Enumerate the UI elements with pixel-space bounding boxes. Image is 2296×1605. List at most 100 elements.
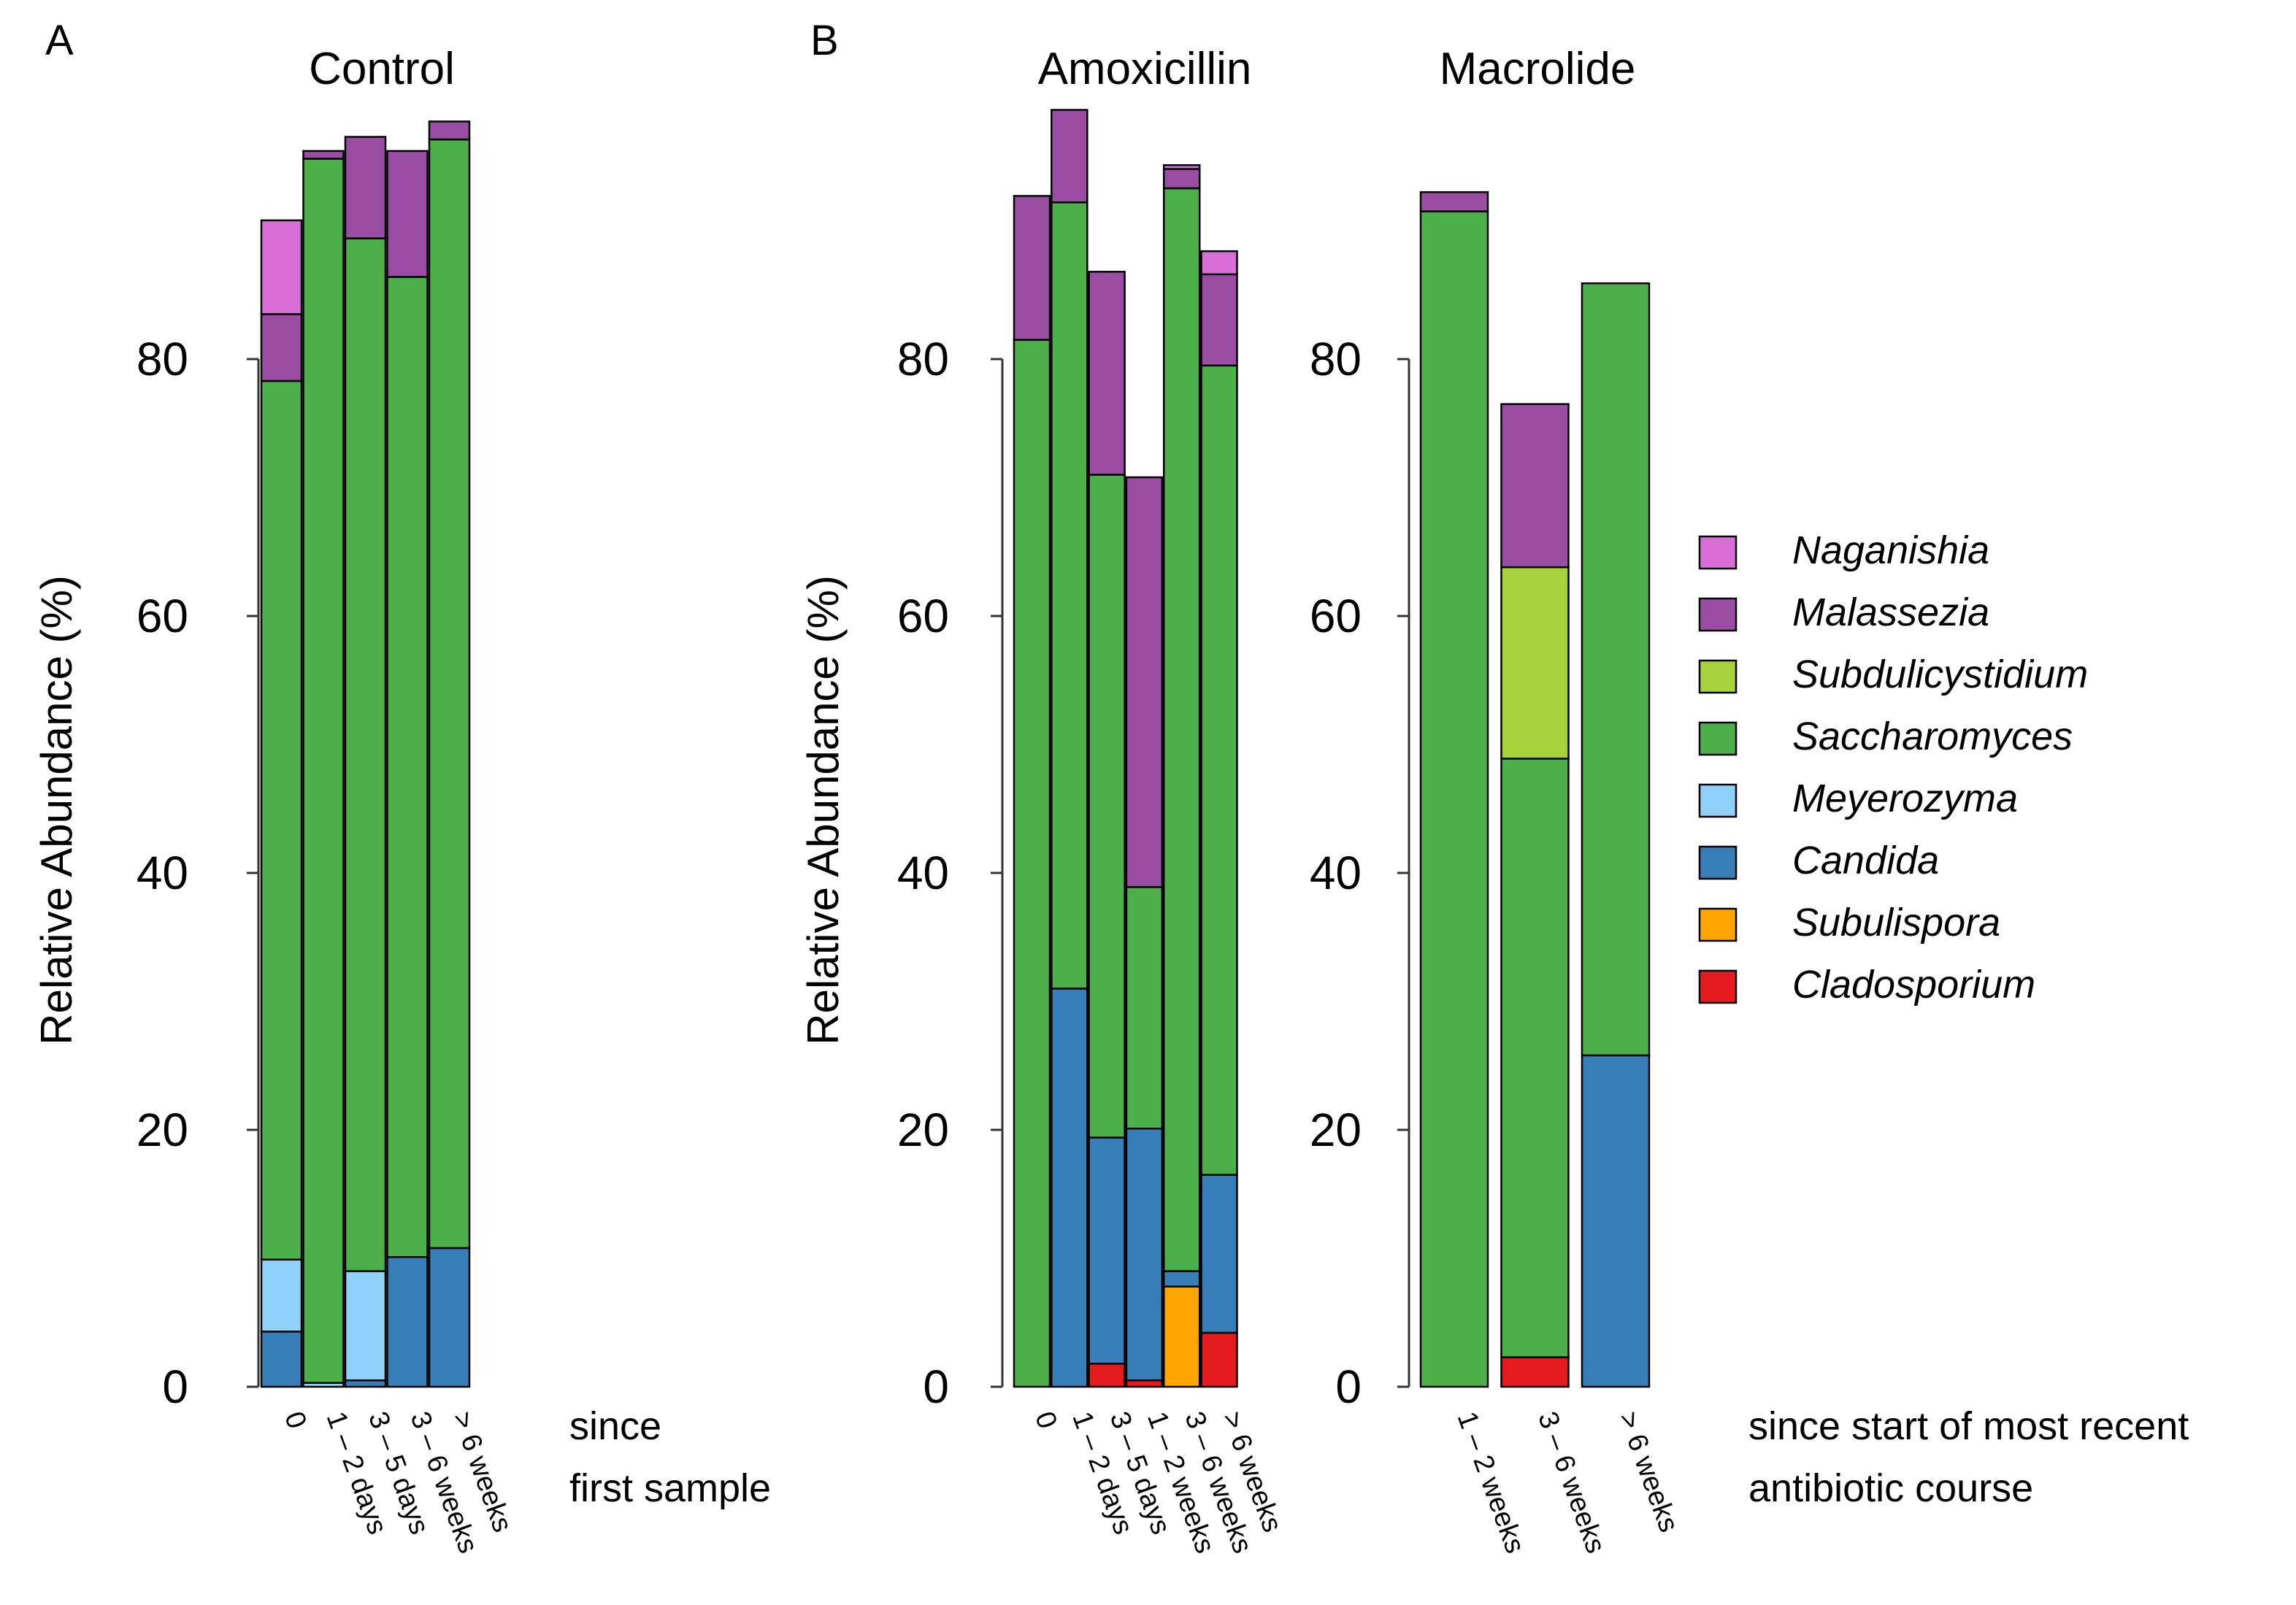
legend-swatch-saccharomyces [1698,721,1738,756]
bar-segment-saccharomyces [1419,210,1489,1388]
y-tick-label: 60 [1310,590,1362,642]
bar-segment-saccharomyces [1013,339,1051,1388]
bar-segment-candida [1200,1174,1238,1334]
panel-letter-b: B [810,17,839,64]
bar-segment-malassezia [1051,109,1089,204]
y-tick-label: 20 [897,1104,949,1156]
y-tick-label: 80 [1310,333,1362,385]
bar-segment-malassezia [1419,190,1489,212]
bar-segment-candida [260,1331,303,1388]
bar-segment-saccharomyces [386,276,429,1258]
bar-segment-cladosporium [1500,1356,1570,1388]
control-note-line1: since [569,1404,661,1448]
legend-label-cladosporium: Cladosporium [1792,963,2035,1007]
y-tick-label: 40 [137,847,188,899]
bar-segment-naganishia [260,219,303,315]
legend-label-malassezia: Malassezia [1792,590,1989,634]
bar-segment-malassezia [1125,476,1164,888]
legend: Naganishia Malassezia Subdulicystidium Sacc… [1698,528,2088,1007]
bar-segment-candida [1125,1127,1164,1382]
y-tick-label: 60 [897,590,949,642]
bar-segment-candida [1088,1136,1126,1365]
bar-segment-saccharomyces [1500,758,1570,1358]
y-tick-label: 80 [897,333,949,385]
bar-segment-malassezia [1162,168,1201,190]
bar-segment-malassezia [428,120,471,141]
y-tick-label: 60 [137,590,188,642]
legend-swatch-meyerozyma [1698,783,1738,818]
bar-segment-saccharomyces [260,380,303,1261]
legend-label-candida: Candida [1792,839,1939,882]
x-tick-label: 0 [1029,1408,1063,1433]
bar-segment-malassezia [1500,403,1570,569]
y-tick-label: 0 [162,1360,188,1413]
legend-swatch-cladosporium [1698,969,1738,1004]
macrolide-chart: 0 20 40 60 80 Macrolide 1 – 2 weeks 3 – 6 weeks… [1310,44,1684,1558]
x-tick-label: 1 – 2 weeks [1451,1408,1531,1558]
bar-segment-saccharomyces [1051,201,1089,990]
y-tick-label: 0 [1335,1360,1362,1413]
legend-swatch-subulispora [1698,907,1738,942]
bar-segment-subdulicystidium [1500,566,1570,760]
bar-segment-saccharomyces [1125,886,1164,1130]
bar-segment-malassezia [260,313,303,382]
bar-segment-saccharomyces [1200,364,1238,1176]
legend-swatch-naganishia [1698,535,1738,570]
bar-segment-malassezia [386,150,429,278]
panel-letter-a: A [45,17,74,64]
legend-label-subulispora: Subulispora [1792,901,2000,944]
bar-segment-cladosporium [1200,1331,1238,1388]
bar-segment-malassezia [1088,271,1126,476]
bar-segment-saccharomyces [428,138,471,1250]
antibiotic-note-line2: antibiotic course [1748,1466,2033,1510]
chart-title: Control [309,44,455,94]
y-tick-label: 0 [923,1360,949,1413]
y-tick-label: 20 [137,1104,188,1156]
bar-segment-candida [1581,1054,1651,1388]
bar-segment-malassezia [1013,195,1051,341]
bar-segment-saccharomyces [1088,474,1126,1139]
bar-segment-cladosporium [1088,1363,1126,1388]
chart-title: Macrolide [1440,44,1636,94]
bar-segment-malassezia [344,136,387,239]
bar-segment-saccharomyces [344,237,387,1272]
bar-segment-candida [344,1379,387,1388]
legend-label-naganishia: Naganishia [1792,528,1989,572]
y-tick-label: 40 [1310,847,1362,899]
legend-swatch-subdulicystidium [1698,659,1738,694]
legend-label-meyerozyma: Meyerozyma [1792,777,2018,820]
bar-segment-malassezia [302,150,345,160]
y-tick-label: 80 [137,333,188,385]
legend-label-subdulicystidium: Subdulicystidium [1792,653,2088,696]
legend-swatch-malassezia [1698,597,1738,632]
amoxicillin-chart: 0 20 40 60 80 Relative Abundance (%) Amoxicill… [799,44,1288,1558]
bar-segment-candida [1162,1270,1201,1288]
chart-title: Amoxicillin [1038,44,1252,94]
y-axis-label: Relative Abundance (%) [799,575,848,1045]
legend-label-saccharomyces: Saccharomyces [1792,715,2073,758]
legend-swatch-candida [1698,845,1738,880]
bar-segment-candida [428,1247,471,1388]
bar-segment-meyerozyma [260,1258,303,1333]
control-note-line2: first sample [569,1466,771,1510]
y-tick-label: 20 [1310,1104,1362,1156]
bar-segment-saccharomyces [1581,282,1651,1057]
bar-segment-candida [1051,988,1089,1388]
bar-segment-candida [386,1255,429,1388]
x-tick-label: > 6 weeks [1613,1408,1684,1536]
y-axis-label: Relative Abundance (%) [32,575,81,1045]
bar-segment-subulispora [1162,1285,1201,1388]
bar-segment-saccharomyces [1162,187,1201,1272]
bar-segment-saccharomyces [302,158,345,1384]
bar-segment-naganishia [1162,163,1201,170]
bar-segment-meyerozyma [344,1270,387,1382]
antibiotic-note-line1: since start of most recent [1748,1404,2189,1448]
bar-segment-cladosporium [1125,1379,1164,1388]
x-tick-label: 0 [278,1408,312,1433]
bar-segment-naganishia [1200,250,1238,276]
x-tick-label: 3 – 6 weeks [1532,1408,1611,1558]
y-tick-label: 40 [897,847,949,899]
bar-segment-malassezia [1200,273,1238,367]
